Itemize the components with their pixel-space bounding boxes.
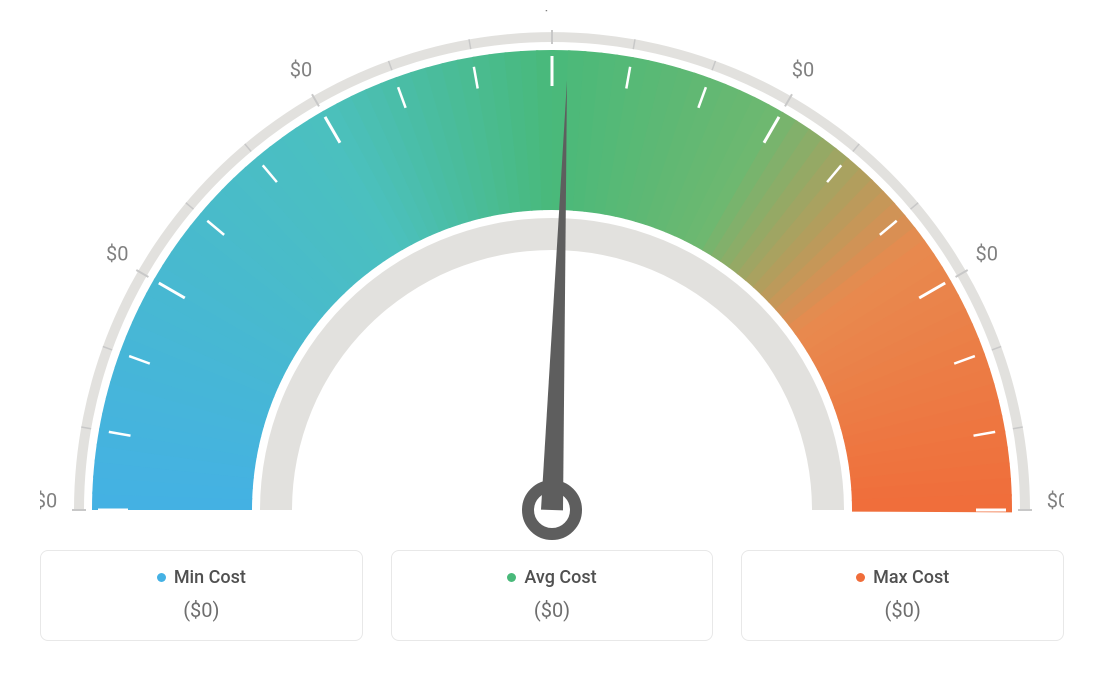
svg-text:$0: $0	[976, 241, 998, 265]
legend-row: Min Cost ($0) Avg Cost ($0) Max Cost ($0…	[40, 550, 1064, 641]
legend-label-min: Min Cost	[51, 567, 352, 588]
dot-avg	[507, 573, 516, 582]
dot-max	[856, 573, 865, 582]
legend-card-max: Max Cost ($0)	[741, 550, 1064, 641]
svg-text:$0: $0	[40, 488, 57, 512]
legend-value-avg: ($0)	[402, 598, 703, 622]
svg-text:$0: $0	[541, 10, 563, 14]
svg-text:$0: $0	[106, 241, 128, 265]
legend-label-avg: Avg Cost	[402, 567, 703, 588]
legend-card-min: Min Cost ($0)	[40, 550, 363, 641]
legend-card-avg: Avg Cost ($0)	[391, 550, 714, 641]
svg-text:$0: $0	[290, 58, 312, 82]
legend-label-max: Max Cost	[752, 567, 1053, 588]
legend-text-min: Min Cost	[174, 567, 246, 588]
legend-value-max: ($0)	[752, 598, 1053, 622]
legend-text-avg: Avg Cost	[524, 567, 596, 588]
legend-value-min: ($0)	[51, 598, 352, 622]
cost-gauge: $0 $0 $0 $0 $0 $0 $0	[40, 10, 1064, 540]
gauge-svg: $0 $0 $0 $0 $0 $0 $0	[40, 10, 1064, 550]
svg-text:$0: $0	[1047, 488, 1064, 512]
svg-text:$0: $0	[792, 58, 814, 82]
dot-min	[157, 573, 166, 582]
legend-text-max: Max Cost	[873, 567, 949, 588]
